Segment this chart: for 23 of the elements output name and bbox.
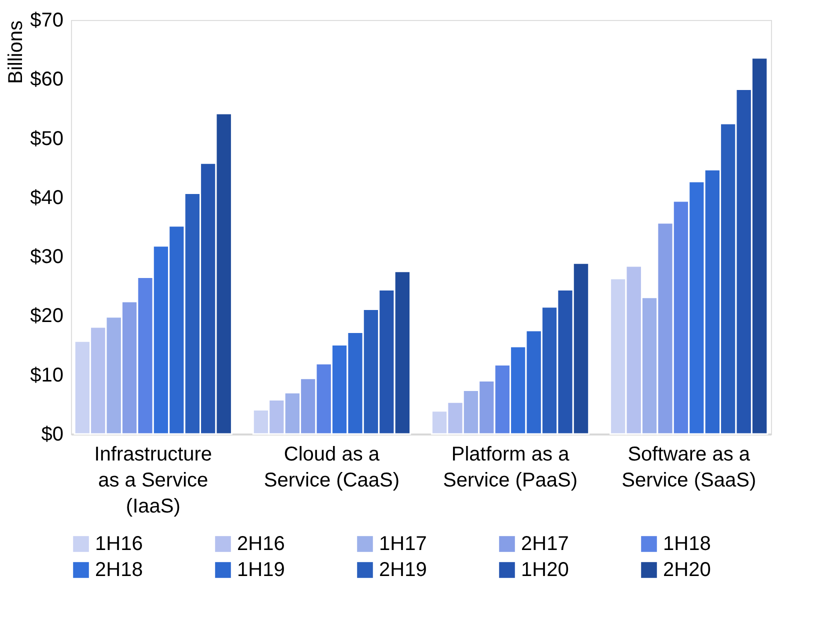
legend-label: 2H16 [237, 533, 285, 555]
y-axis-title: Billions [5, 20, 28, 84]
legend-label: 2H17 [521, 533, 569, 555]
y-tick-label: $70 [30, 10, 64, 32]
y-tick-label: $50 [30, 128, 64, 150]
legend-label: 1H20 [521, 559, 569, 581]
legend-label: 1H16 [95, 533, 143, 555]
y-tick-label: $20 [30, 305, 64, 328]
y-tick-label: $10 [30, 364, 64, 386]
legend-label: 2H18 [95, 559, 143, 581]
y-tick-label: $0 [41, 424, 64, 446]
legend-label: 2H20 [663, 559, 711, 581]
legend-label: 2H19 [379, 559, 427, 581]
x-tick-label: Infrastructure as a Service (IaaS) [94, 444, 212, 518]
legend-label: 1H19 [237, 559, 285, 581]
x-tick-label: Platform as a Service (PaaS) [443, 444, 578, 492]
y-tick-label: $40 [30, 186, 64, 209]
x-tick-label: Software as a Service (SaaS) [622, 444, 756, 492]
x-tick-label: Cloud as a Service (CaaS) [264, 444, 400, 492]
y-tick-label: $30 [30, 246, 64, 268]
legend-label: 1H18 [663, 533, 711, 555]
legend-label: 1H17 [379, 533, 427, 555]
y-tick-label: $60 [30, 68, 64, 91]
